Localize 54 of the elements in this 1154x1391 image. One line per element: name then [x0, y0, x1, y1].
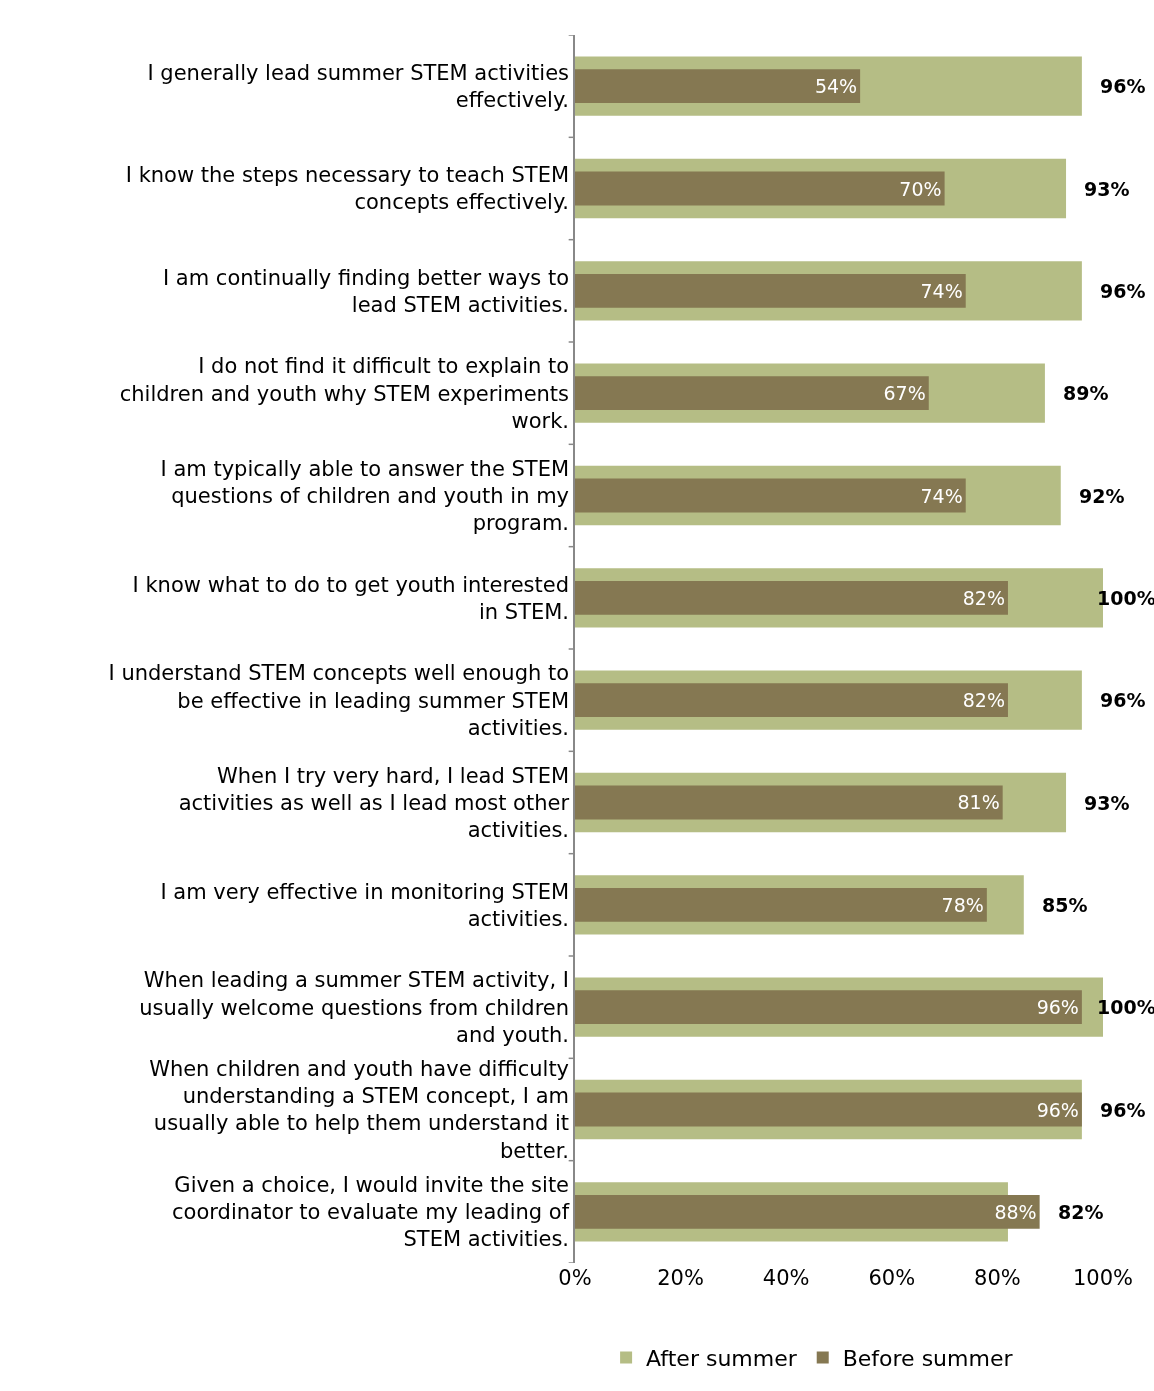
data-label: 96%	[1036, 996, 1079, 1019]
legend-label: After summer	[646, 1346, 798, 1372]
y-tick-label: I am very effective in monitoring STEM activities.	[160, 879, 570, 931]
data-label: 54%	[814, 75, 858, 98]
data-label: 74%	[920, 279, 963, 302]
bar	[575, 376, 929, 411]
data-label: 96%	[1036, 1098, 1079, 1121]
data-label: 92%	[1079, 485, 1125, 507]
data-label: 89%	[1063, 382, 1109, 404]
y-tick-label: Given a choice, I would invite the site coordinator to evaluate my leading of STEM activities.	[172, 1172, 570, 1252]
data-label: 96%	[1100, 280, 1146, 302]
y-tick-label: I generally lead summer STEM activities effectively.	[147, 60, 570, 113]
x-tick-label: 80%	[974, 1266, 1021, 1290]
bar	[575, 171, 945, 206]
data-label: 82%	[962, 689, 1005, 712]
bar	[575, 69, 861, 104]
x-tick-label: 20%	[657, 1266, 704, 1290]
y-tick-label: I understand STEM concepts well enough to be effective in leading summer STEM activities.	[108, 661, 570, 740]
y-tick-label: I am typically able to answer the STEM questions of children and youth in my program.	[160, 456, 570, 536]
data-label: 96%	[1100, 1099, 1146, 1121]
y-tick-label: I am continually finding better ways to lead STEM activities.	[163, 265, 570, 317]
data-label: 78%	[941, 893, 984, 916]
x-tick-label: 100%	[1072, 1266, 1134, 1290]
data-label: 96%	[1100, 75, 1146, 97]
y-tick-label: I know what to do to get youth interested in STEM.	[132, 572, 570, 624]
legend-label: Before summer	[842, 1346, 1014, 1372]
data-label: 93%	[1084, 178, 1130, 200]
data-label: 81%	[957, 791, 1000, 814]
data-label: 82%	[1058, 1201, 1104, 1223]
bar	[575, 1194, 1040, 1229]
bar	[575, 990, 1082, 1025]
y-tick-label: I do not find it difficult to explain to children and youth why STEM experiments work.	[119, 354, 570, 433]
y-tick-label: When leading a summer STEM activity, I usually welcome questions from children and youth.	[139, 968, 570, 1047]
bar	[575, 1092, 1082, 1127]
bar	[575, 785, 1003, 820]
data-label: 96%	[1100, 689, 1146, 711]
bar	[575, 273, 966, 308]
data-label: 70%	[899, 177, 942, 200]
data-label: 85%	[1042, 894, 1088, 916]
bar	[575, 478, 966, 513]
y-tick-label: I know the steps necessary to teach STEM concepts effectively.	[125, 163, 570, 215]
x-tick-label: 0%	[558, 1266, 592, 1290]
bar	[575, 580, 1008, 615]
y-tick-label: When I try very hard, I lead STEM activities as well as I lead most other activities.	[178, 763, 570, 843]
bar	[575, 683, 1008, 718]
bar	[575, 887, 987, 922]
data-label: 74%	[920, 484, 963, 507]
x-tick-label: 60%	[868, 1266, 916, 1290]
data-label: 67%	[883, 382, 926, 405]
data-label: 82%	[962, 586, 1005, 609]
data-label: 88%	[994, 1200, 1037, 1223]
data-label: 93%	[1084, 792, 1130, 814]
y-tick-label: When children and youth have difficulty understanding a STEM concept, I am usually able to help them understand it better.	[149, 1056, 570, 1163]
x-tick-label: 40%	[762, 1266, 810, 1290]
